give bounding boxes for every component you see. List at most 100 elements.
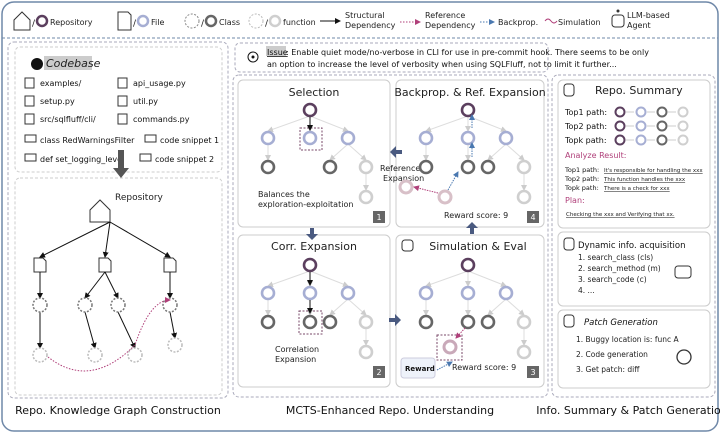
codebase-item[interactable]: def set_logging_level: [24, 153, 124, 164]
file-icon: [163, 257, 177, 273]
file-icon: [33, 257, 47, 273]
svg-text:Topk path:: Topk path:: [564, 184, 599, 192]
knowledge-graph-panel: Repository: [14, 177, 223, 396]
svg-text:Expansion: Expansion: [383, 174, 424, 183]
robot-agent-icon: [401, 239, 414, 252]
gear-icon: [77, 297, 93, 313]
robot-agent-icon: [563, 314, 575, 328]
file-node-icon: [136, 14, 150, 28]
svg-text:It's responsible for handling: It's responsible for handling the xxx: [604, 168, 703, 174]
svg-text:src/sqlfluff/cli/: src/sqlfluff/cli/: [40, 115, 96, 124]
codebase-item[interactable]: examples/: [24, 77, 82, 89]
codebase-item[interactable]: util.py: [117, 95, 158, 107]
svg-text:4: 4: [530, 213, 535, 222]
refresh-icon: [676, 349, 692, 365]
svg-text:Reward score: 9: Reward score: 9: [452, 363, 516, 372]
selection-box: [237, 79, 391, 228]
svg-text:2. Code generation: 2. Code generation: [576, 350, 648, 359]
gear-icon: [162, 297, 178, 313]
file-node: [418, 285, 434, 301]
svg-text:This function handles the xxx: This function handles the xxx: [603, 177, 686, 183]
svg-text:Top1 path:: Top1 path:: [564, 166, 599, 174]
repository-node: [302, 257, 318, 273]
path-node: [614, 106, 626, 118]
github-icon: [31, 58, 43, 70]
loop-icon: [674, 265, 692, 279]
function-node-icon: [268, 14, 282, 28]
codebase-item[interactable]: commands.py: [117, 113, 190, 125]
file-node: [498, 130, 514, 146]
code-icon: [24, 134, 37, 143]
path-node: [677, 106, 689, 118]
flow-arrow-icon: [390, 146, 402, 158]
codebase-item[interactable]: api_usage.py: [117, 77, 186, 89]
function-gear-icon: [248, 13, 264, 29]
svg-text:Topk path:: Topk path:: [564, 136, 607, 145]
file-node: [260, 130, 276, 146]
issue-box: Issue : Enable quiet mode/no-verbose in …: [234, 42, 649, 73]
svg-text:Repository: Repository: [115, 193, 164, 203]
file-icon: [98, 257, 112, 273]
file-node: [498, 285, 514, 301]
codebase-item[interactable]: setup.py: [24, 95, 75, 107]
svg-text:Top1 path:: Top1 path:: [564, 108, 607, 117]
class-node: [460, 159, 476, 175]
svg-text:Top2 path:: Top2 path:: [564, 175, 599, 183]
svg-text:3: 3: [530, 368, 535, 377]
svg-text:1. search_class (cls): 1. search_class (cls): [578, 253, 653, 262]
folder-icon: [24, 77, 35, 89]
svg-text:Simulation: Simulation: [558, 18, 601, 27]
svg-text:Patch Generation: Patch Generation: [584, 318, 658, 328]
function-node: [358, 189, 374, 205]
file-node: [302, 285, 318, 301]
path-node: [635, 120, 647, 132]
repository-node: [460, 102, 476, 118]
backprop-box: [395, 79, 545, 228]
svg-text:Selection: Selection: [289, 86, 340, 99]
svg-text:exploration-exploitation: exploration-exploitation: [258, 200, 353, 209]
repo-summary-panel: Repo. Summary Top1 path:Top2 path:Topk p…: [557, 79, 711, 229]
codebase-item[interactable]: code snippet 2: [139, 153, 214, 164]
gear-icon: [32, 347, 48, 363]
gear-icon: [87, 347, 103, 363]
svg-text:code snippet 1: code snippet 1: [160, 136, 219, 145]
codebase-item[interactable]: class RedWarningsFilter: [24, 134, 135, 145]
flow-arrow-icon: [306, 228, 318, 240]
codebase-item[interactable]: src/sqlfluff/cli/: [24, 113, 96, 125]
svg-text:LLM-based: LLM-based: [627, 11, 670, 20]
patch-generation-panel: Patch Generation 1. Buggy location is: f…: [557, 309, 711, 389]
simulated-node: [437, 189, 453, 205]
legend: / Repository / File / Class / function S…: [13, 9, 670, 31]
function-node: [516, 189, 532, 205]
svg-text:Issue: Issue: [267, 48, 288, 57]
svg-text:Repository: Repository: [50, 18, 93, 27]
code-icon: [24, 153, 37, 162]
function-node: [358, 314, 374, 330]
svg-text:Agent: Agent: [627, 21, 651, 30]
class-node: [480, 159, 496, 175]
path-node: [614, 134, 626, 146]
codebase-item[interactable]: code snippet 1: [144, 134, 219, 145]
svg-text:code snippet 2: code snippet 2: [155, 155, 214, 164]
svg-text:Corr. Expansion: Corr. Expansion: [271, 240, 357, 253]
svg-text:util.py: util.py: [133, 97, 158, 106]
file-node: [340, 285, 356, 301]
robot-agent-icon: [563, 237, 575, 251]
class-node: [322, 159, 338, 175]
path-node: [656, 106, 668, 118]
class-node: [302, 314, 318, 330]
svg-text:Dynamic info. acquisition: Dynamic info. acquisition: [578, 241, 685, 251]
gear-icon: [110, 297, 126, 313]
svg-text:There is a check for xxx: There is a check for xxx: [603, 186, 670, 192]
svg-text:1: 1: [376, 213, 381, 222]
svg-text:4. ...: 4. ...: [578, 286, 595, 295]
gear-icon: [167, 337, 183, 353]
function-node: [516, 159, 532, 175]
class-node: [260, 314, 276, 330]
svg-text:: Enable quiet mode/no-verbose: : Enable quiet mode/no-verbose in CLI fo…: [286, 48, 649, 57]
svg-text:Plan:: Plan:: [565, 196, 585, 205]
svg-text:Expansion: Expansion: [275, 355, 316, 364]
class-node: [322, 314, 338, 330]
class-node: [460, 314, 476, 330]
